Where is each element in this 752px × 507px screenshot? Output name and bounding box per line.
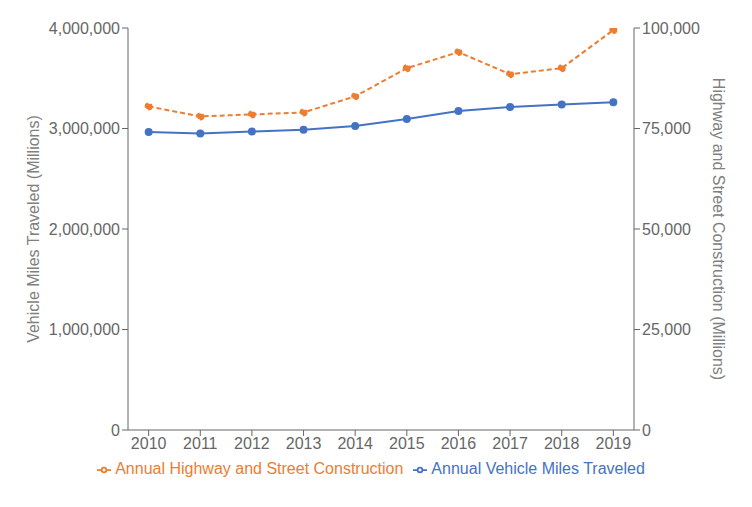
svg-text:2015: 2015	[389, 435, 425, 452]
svg-text:25,000: 25,000	[642, 321, 691, 338]
svg-text:3,000,000: 3,000,000	[49, 120, 120, 137]
svg-text:Vehicle Miles Traveled (Millio: Vehicle Miles Traveled (Millions)	[25, 115, 42, 343]
svg-text:0: 0	[111, 422, 120, 439]
svg-text:2017: 2017	[492, 435, 528, 452]
svg-text:2011: 2011	[183, 435, 218, 452]
svg-text:75,000: 75,000	[642, 120, 691, 137]
svg-text:2013: 2013	[286, 435, 322, 452]
svg-text:2019: 2019	[596, 435, 632, 452]
svg-text:4,000,000: 4,000,000	[49, 20, 120, 37]
svg-text:0: 0	[642, 422, 651, 439]
svg-text:2010: 2010	[131, 435, 167, 452]
svg-text:2018: 2018	[544, 435, 580, 452]
svg-text:2016: 2016	[441, 435, 477, 452]
svg-text:2014: 2014	[337, 435, 373, 452]
html-text:Annual Highway and Street Cons: Annual Highway and Street Construction	[115, 460, 404, 477]
html-text:Annual Vehicle Miles Traveled: Annual Vehicle Miles Traveled	[431, 460, 645, 477]
svg-text:Highway and Street Constructio: Highway and Street Construction (Million…	[710, 78, 727, 380]
svg-text:50,000: 50,000	[642, 221, 691, 238]
svg-text:100,000: 100,000	[642, 20, 700, 37]
svg-text:2012: 2012	[234, 435, 270, 452]
svg-text:2,000,000: 2,000,000	[49, 221, 120, 238]
svg-text:1,000,000: 1,000,000	[49, 321, 120, 338]
